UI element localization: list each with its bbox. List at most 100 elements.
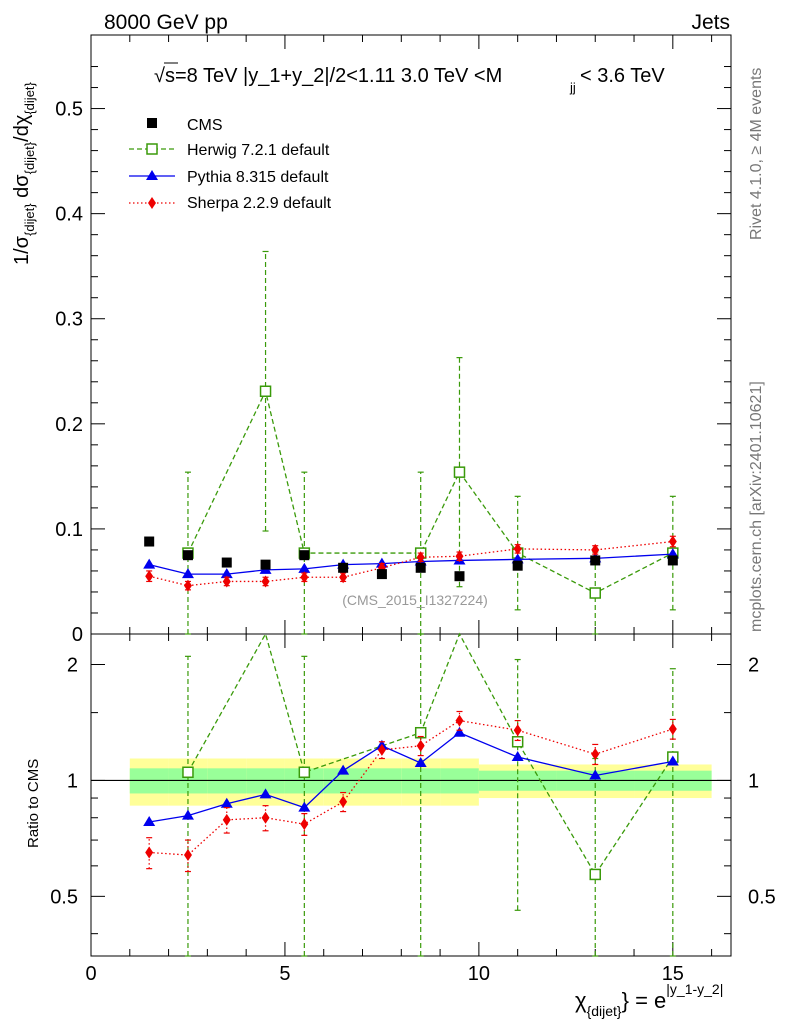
legend-marker-pythia [146,170,158,180]
legend: CMS Herwig 7.2.1 default Pythia 8.315 de… [129,117,332,212]
series-point-3 [145,570,154,583]
x-tick-label: 0 [85,963,96,985]
legend-label-cms: CMS [187,117,223,134]
series-point-3 [261,575,270,588]
ylabel-part-4: {dijet} [22,141,37,174]
legend-entry-pythia: Pythia 8.315 default [129,169,329,186]
series-point-1 [259,385,272,397]
ratio-point-1 [182,766,194,779]
plot-title-sub: jj [569,80,576,95]
ratio-point-1 [414,726,427,739]
ratio-point-3 [183,849,192,862]
ratio-line-2 [149,731,673,823]
series-point-3 [513,542,522,555]
cms-data-point [667,555,678,566]
ylabel-part-3: dσ [11,174,33,204]
ratio-point-3 [222,813,231,826]
plot-title-main: √s=8 TeV |y_1+y_2|/2<1.11 3.0 TeV <M [154,65,502,87]
ratio-point-3 [339,795,348,808]
cms-data-point [454,571,465,582]
ratio-tick-label-right: 0.5 [748,886,776,908]
y-tick-label: 0.3 [55,309,83,331]
ratio-point-2 [259,788,272,799]
ylabel-part-2: {dijet} [22,203,37,236]
x-tick-label: 15 [662,963,684,985]
ratio-tick-label-right: 1 [748,770,759,792]
y-tick-label: 0.5 [55,99,83,121]
series-line-1 [187,389,674,594]
cms-data-point [221,557,232,568]
ratio-point-3 [145,846,154,859]
ratio-line-3 [149,719,674,856]
x-tick-label: 10 [468,963,490,985]
y-axis-label-main: 1/σ{dijet} dσ{dijet}/dχ{dijet} [11,81,37,265]
legend-entry-cms: CMS [147,117,223,134]
ratio-point-3 [668,722,677,735]
xlabel-rest: } = e [622,988,667,1013]
ratio-point-1 [298,766,311,779]
mcplots-label: mcplots.cern.ch [arXiv:2401.10621] [748,381,765,632]
ratio-point-2 [337,764,350,775]
ratio-point-1 [511,736,524,748]
series-point-2 [220,568,233,579]
y-axis-label-ratio: Ratio to CMS [25,759,42,848]
series-point-3 [222,575,231,588]
ratio-tick-label: 0.5 [50,886,78,908]
legend-entry-herwig: Herwig 7.2.1 default [129,142,330,159]
ratio-point-2 [181,809,194,820]
series-point-1 [589,587,601,599]
series-point-2 [181,568,194,579]
y-tick-label-zero: 0 [72,624,83,646]
cms-data-point [144,536,155,547]
ratio-point-3 [261,811,270,824]
xlabel-sub: {dijet} [587,1003,622,1019]
series-point-3 [668,535,677,548]
series-point-3 [339,571,348,584]
ratio-point-3 [416,739,425,752]
series-line-3 [149,540,673,587]
cms-data-point [338,562,349,573]
x-axis-label: χ{dijet}} = e|y_1-y_2| [575,981,723,1019]
ratio-plot-frame [90,633,732,957]
cms-data-point [260,559,271,570]
legend-marker-sherpa [148,197,156,209]
legend-label-herwig: Herwig 7.2.1 default [187,142,330,159]
series-point-3 [416,551,425,564]
cms-data-point [299,550,310,561]
x-tick-label: 5 [279,963,290,985]
legend-marker-cms [147,118,157,128]
legend-label-pythia: Pythia 8.315 default [187,169,329,186]
ratio-point-3 [377,743,386,756]
series-line-2 [149,553,673,575]
ratio-point-2 [453,726,466,737]
ratio-tick-label: 1 [67,770,78,792]
svg-text:χ{dijet}} = e|y_1-y_2|: χ{dijet}} = e|y_1-y_2| [575,981,723,1019]
series-point-1 [453,466,466,478]
series-point-2 [143,558,156,569]
cms-data-point [182,550,193,561]
ratio-tick-label: 2 [67,654,78,676]
analysis-id-label: (CMS_2015_I1327224) [342,592,488,608]
ratio-point-2 [511,751,524,762]
ratio-point-2 [589,769,602,780]
cms-data-point [415,562,426,573]
ratio-point-3 [591,748,600,761]
ratio-point-2 [220,797,233,808]
cms-data-point [376,569,387,580]
ratio-point-3 [300,818,309,831]
ylabel-part-6: {dijet} [22,81,37,114]
energy-label: 8000 GeV pp [104,11,228,34]
ratio-point-2 [666,755,679,766]
legend-marker-herwig [146,143,158,155]
y-tick-label: 0.1 [55,519,83,541]
series-point-3 [183,579,192,592]
ratio-point-3 [455,714,464,727]
xlabel-chi: χ [575,988,587,1013]
cms-data-point [590,555,601,566]
ratio-line-1 [187,632,674,876]
legend-entry-sherpa: Sherpa 2.2.9 default [129,195,332,212]
cms-data-point [512,560,523,571]
plot-title-end: < 3.6 TeV [580,65,665,87]
series-point-3 [591,543,600,556]
